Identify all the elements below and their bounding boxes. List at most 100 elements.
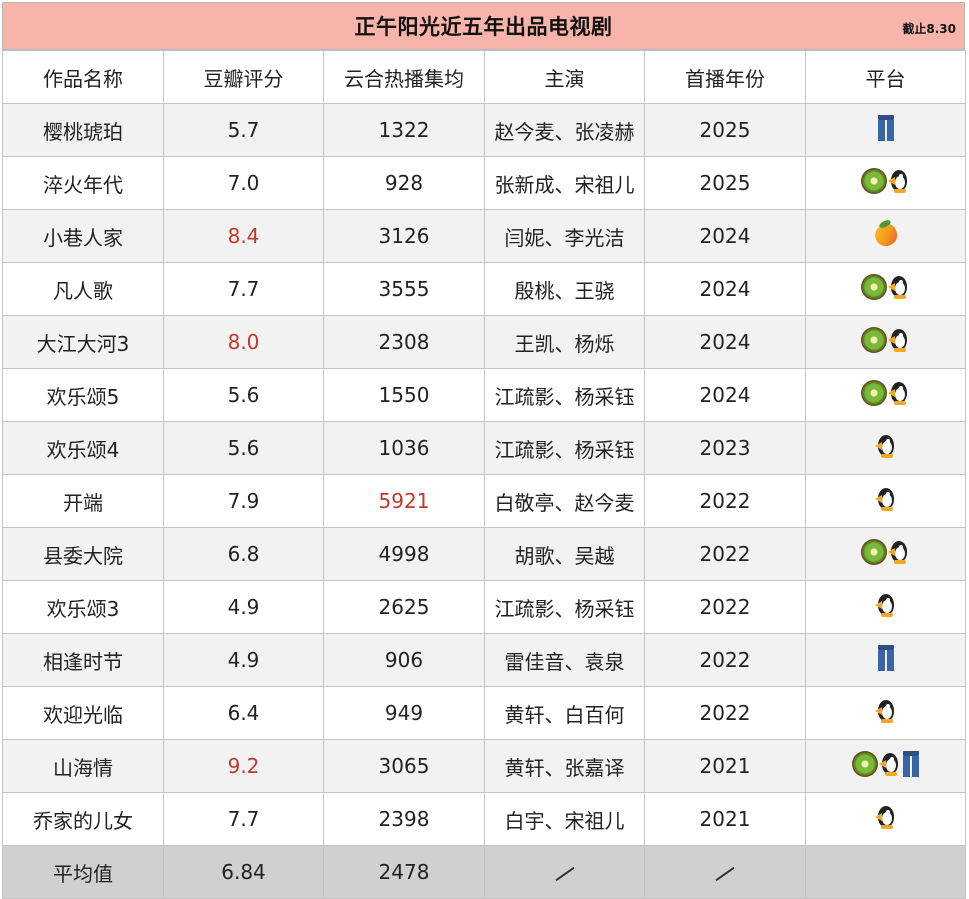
cell-platform: [805, 209, 966, 263]
table-row: 樱桃琥珀 5.7 1322 赵今麦、张凌赫 2025: [2, 103, 966, 157]
cell-douban-score: 7.7: [163, 262, 324, 316]
cell-douban-score: 5.6: [163, 421, 324, 475]
cell-cast: 白敬亭、赵今麦: [484, 474, 645, 528]
slash-mark: [715, 866, 735, 881]
cell-premiere-year: 2025: [644, 103, 806, 157]
average-platform-empty: [805, 845, 966, 899]
cell-yunhe-average: 4998: [323, 527, 485, 581]
cell-yunhe-average: 906: [323, 633, 485, 687]
cell-platform: [805, 315, 966, 369]
cell-cast: 江疏影、杨采钰: [484, 580, 645, 634]
table-row: 大江大河3 8.0 2308 王凯、杨烁 2024: [2, 315, 966, 369]
cell-title: 欢乐颂4: [2, 421, 164, 475]
cell-premiere-year: 2024: [644, 209, 806, 263]
kiwi-icon: [861, 167, 887, 194]
cell-platform: [805, 262, 966, 316]
platform-icons: [877, 114, 895, 141]
cell-yunhe-average: 949: [323, 686, 485, 740]
cell-title: 开端: [2, 474, 164, 528]
mango-icon: [871, 218, 900, 249]
cell-cast: 黄轩、张嘉译: [484, 739, 645, 793]
average-row: 平均值 6.84 2478: [2, 845, 966, 899]
cell-platform: [805, 686, 966, 740]
table-row: 山海情 9.2 3065 黄轩、张嘉译 2021: [2, 739, 966, 793]
table-row: 欢迎光临 6.4 949 黄轩、白百何 2022: [2, 686, 966, 740]
cell-cast: 雷佳音、袁泉: [484, 633, 645, 687]
platform-icons: [877, 644, 895, 671]
kiwi-icon: [861, 538, 887, 565]
cell-platform: [805, 739, 966, 793]
cell-cast: 赵今麦、张凌赫: [484, 103, 645, 157]
platform-icons: [874, 487, 897, 511]
cell-title: 大江大河3: [2, 315, 164, 369]
platform-icons: [874, 699, 897, 723]
cell-yunhe-average: 1550: [323, 368, 485, 422]
table-row: 欢乐颂5 5.6 1550 江疏影、杨采钰 2024: [2, 368, 966, 422]
platform-icons: [861, 538, 910, 565]
drama-table: 作品名称 豆瓣评分 云合热播集均 主演 首播年份 平台 樱桃琥珀 5.7 1322 赵…: [2, 50, 966, 899]
cell-premiere-year: 2021: [644, 739, 806, 793]
penguin-icon: [888, 328, 910, 352]
cell-cast: 胡歌、吴越: [484, 527, 645, 581]
cell-douban-score: 7.7: [163, 792, 324, 846]
cell-platform: [805, 527, 966, 581]
jeans-icon: [877, 114, 895, 141]
average-douban-score: 6.84: [163, 845, 324, 899]
cell-douban-score: 4.9: [163, 580, 324, 634]
cell-title: 小巷人家: [2, 209, 164, 263]
cell-title: 淬火年代: [2, 156, 164, 210]
platform-icons: [874, 434, 897, 458]
cell-cast: 张新成、宋祖儿: [484, 156, 645, 210]
table-row: 开端 7.9 5921 白敬亭、赵今麦 2022: [2, 474, 966, 528]
kiwi-icon: [851, 750, 878, 777]
average-label: 平均值: [2, 845, 164, 899]
header-cast: 主演: [484, 50, 645, 104]
cell-yunhe-average: 1322: [323, 103, 485, 157]
cell-premiere-year: 2021: [644, 792, 806, 846]
cell-title: 乔家的儿女: [2, 792, 164, 846]
cell-premiere-year: 2022: [644, 686, 806, 740]
cell-platform: [805, 156, 966, 210]
platform-icons: [861, 167, 910, 194]
cell-premiere-year: 2022: [644, 474, 806, 528]
cell-premiere-year: 2024: [644, 368, 806, 422]
cell-title: 县委大院: [2, 527, 164, 581]
table-row: 相逢时节 4.9 906 雷佳音、袁泉 2022: [2, 633, 966, 687]
header-douban-score: 豆瓣评分: [163, 50, 324, 104]
cell-douban-score: 8.4: [163, 209, 324, 263]
cell-douban-score: 8.0: [163, 315, 324, 369]
table-row: 县委大院 6.8 4998 胡歌、吴越 2022: [2, 527, 966, 581]
cell-yunhe-average: 2308: [323, 315, 485, 369]
cell-title: 樱桃琥珀: [2, 103, 164, 157]
cell-platform: [805, 580, 966, 634]
cell-yunhe-average: 2398: [323, 792, 485, 846]
cell-platform: [805, 103, 966, 157]
cell-title: 欢乐颂5: [2, 368, 164, 422]
penguin-icon: [874, 593, 897, 617]
penguin-icon: [888, 275, 910, 299]
cell-premiere-year: 2022: [644, 527, 806, 581]
cell-premiere-year: 2025: [644, 156, 806, 210]
cell-platform: [805, 421, 966, 475]
cell-title: 山海情: [2, 739, 164, 793]
table-row: 凡人歌 7.7 3555 殷桃、王骁 2024: [2, 262, 966, 316]
cell-platform: [805, 633, 966, 687]
cell-yunhe-average: 1036: [323, 421, 485, 475]
table-body: 樱桃琥珀 5.7 1322 赵今麦、张凌赫 2025 淬火年代 7.0 928 张新成、宋祖儿 2…: [2, 103, 966, 899]
cell-cast: 黄轩、白百何: [484, 686, 645, 740]
cell-platform: [805, 792, 966, 846]
penguin-icon: [888, 381, 910, 405]
cell-douban-score: 5.7: [163, 103, 324, 157]
table-row: 淬火年代 7.0 928 张新成、宋祖儿 2025: [2, 156, 966, 210]
platform-icons: [874, 593, 897, 617]
kiwi-icon: [861, 326, 887, 353]
cell-title: 欢迎光临: [2, 686, 164, 740]
penguin-icon: [874, 699, 897, 723]
cell-douban-score: 7.9: [163, 474, 324, 528]
cell-premiere-year: 2022: [644, 580, 806, 634]
cell-douban-score: 6.8: [163, 527, 324, 581]
table-row: 欢乐颂4 5.6 1036 江疏影、杨采钰 2023: [2, 421, 966, 475]
header-title: 作品名称: [2, 50, 164, 104]
table-row: 乔家的儿女 7.7 2398 白宇、宋祖儿 2021: [2, 792, 966, 846]
